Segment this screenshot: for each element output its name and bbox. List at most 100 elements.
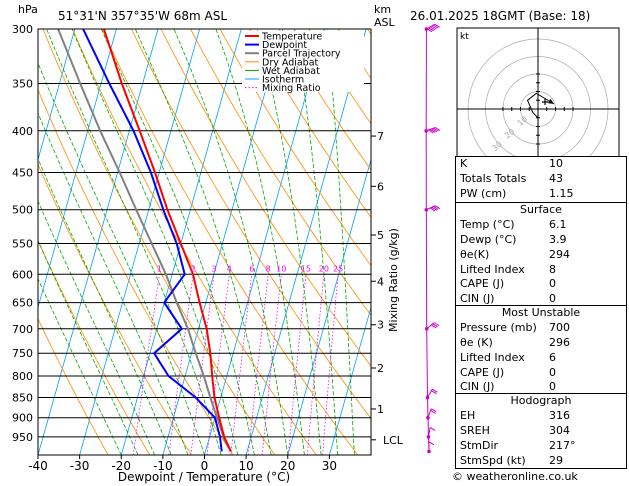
- param-value: 0: [549, 380, 556, 394]
- mixing-ratio-axis-label: Mixing Ratio (g/kg): [387, 228, 400, 332]
- param-value: 0: [549, 277, 556, 291]
- wind-barbs: [424, 23, 441, 454]
- param-label: Temp (°C): [460, 217, 515, 231]
- x-tick-label: -10: [153, 459, 173, 473]
- mixing-ratio-label: 10: [276, 264, 286, 273]
- wind-barb-flag: [434, 127, 441, 131]
- wind-barb-flag: [432, 388, 438, 393]
- param-row: CAPE (J) 0: [456, 277, 626, 292]
- km-tick-label: 3: [377, 319, 384, 332]
- param-row: PW (cm) 1.15: [456, 187, 626, 202]
- legend-box: [242, 31, 364, 92]
- indices-panel: K 10 Totals Totals 43 PW (cm) 1.15: [455, 156, 627, 203]
- mixing-ratio-label: 6: [249, 264, 254, 273]
- param-value: 0: [549, 365, 556, 379]
- param-row: Dewp (°C) 3.9: [456, 233, 626, 248]
- param-label: SREH: [460, 423, 490, 437]
- legend-entry: Temperature: [261, 32, 322, 43]
- mixing-ratio-label: 3: [211, 264, 216, 273]
- param-row: Pressure (mb) 700: [456, 321, 626, 336]
- wind-barb-flag: [428, 129, 434, 134]
- mixing-ratio-label: 1: [157, 264, 162, 273]
- km-tick-label: 1: [377, 403, 384, 416]
- wind-barb-shaft: [427, 427, 431, 437]
- dry-adiabat-line: [38, 317, 109, 455]
- wind-point: [426, 415, 430, 420]
- dry-adiabat-line: [190, 29, 371, 316]
- param-row: Totals Totals 43: [456, 172, 626, 187]
- wind-barb-shaft: [427, 388, 433, 398]
- wind-barb-flag: [431, 206, 437, 211]
- mixing-ratio-line: [322, 274, 339, 455]
- param-value: 294: [549, 247, 570, 261]
- param-row: Temp (°C) 6.1: [456, 218, 626, 233]
- pressure-ticks: 300 350 400 450 500 550 600 650 700 750 800 850 900 9…: [12, 23, 33, 444]
- wind-barb-flag: [433, 322, 440, 327]
- wind-barb-flag: [433, 127, 439, 132]
- param-value: 296: [549, 335, 570, 349]
- pressure-tick-label: 700: [12, 323, 33, 336]
- param-label: K: [460, 157, 468, 170]
- mixing-ratio-labels: 1 2 3 4 6 8 10 15 20 25: [157, 264, 343, 273]
- x-tick-label: -40: [28, 459, 48, 473]
- wind-barb-shaft: [427, 408, 432, 418]
- param-row: CIN (J) 0: [456, 292, 626, 307]
- param-label: CAPE (J): [460, 277, 505, 291]
- param-row: StmSpd (kt) 29: [456, 454, 626, 469]
- wind-barb-flag: [428, 441, 435, 446]
- wind-barb-flag: [432, 323, 438, 328]
- km-ticks: 1 2 3 4 5 6 7 LCL: [371, 130, 404, 447]
- param-row: SREH 304: [456, 424, 626, 439]
- wind-barb-flag: [431, 128, 438, 133]
- param-label: Lifted Index: [460, 350, 525, 364]
- param-row: EH 316: [456, 409, 626, 424]
- pressure-tick-label: 650: [12, 297, 33, 310]
- wind-barb-flag: [434, 205, 441, 210]
- param-row: Lifted Index 6: [456, 351, 626, 366]
- wind-barb-flag: [432, 24, 439, 29]
- param-label: CAPE (J): [460, 365, 505, 379]
- param-value: 10: [549, 157, 563, 170]
- param-label: CIN (J): [460, 380, 495, 394]
- isotherm-line: [38, 29, 76, 162]
- surface-title: Surface: [520, 203, 562, 216]
- km-tick-label: 2: [377, 362, 384, 375]
- km-label: km: [374, 3, 391, 16]
- x-tick-label: 0: [201, 459, 209, 473]
- km-tick-label: 4: [377, 275, 384, 288]
- pressure-tick-label: 450: [12, 166, 33, 179]
- mixing-ratio-line: [206, 274, 230, 455]
- x-axis-ticks: -40 -30 -20 -10 0 10 20 30: [28, 455, 337, 473]
- legend-entry: Wet Adiabat: [262, 66, 320, 77]
- x-tick-label: -20: [111, 459, 131, 473]
- mixing-ratio-label: 8: [266, 264, 271, 273]
- mixing-ratio-line: [247, 274, 269, 455]
- pressure-tick-label: 800: [12, 370, 33, 383]
- hpa-label: hPa: [18, 3, 38, 16]
- x-tick-label: 10: [238, 459, 253, 473]
- param-label: θe (K): [460, 335, 493, 349]
- legend-entry: Dry Adiabat: [262, 57, 319, 68]
- wind-barb-flag: [430, 409, 436, 414]
- storm-motion-marker: [542, 99, 548, 105]
- background-lines: [38, 29, 371, 455]
- param-row: K 10: [456, 157, 626, 172]
- location-title: 51°31'N 357°35'W 68m ASL: [58, 9, 227, 23]
- mixing-ratio-line: [190, 274, 215, 455]
- param-value: 29: [549, 453, 563, 467]
- param-value: 6.1: [549, 217, 567, 231]
- x-tick-label: 30: [322, 459, 337, 473]
- isotherm-line: [204, 29, 325, 455]
- wind-barb-flag: [426, 28, 433, 33]
- legend-entry: Parcel Trajectory: [262, 49, 341, 60]
- param-value: 217°: [549, 438, 576, 452]
- param-value: 3.9: [549, 232, 567, 246]
- hodograph-params-title: Hodograph: [510, 394, 572, 407]
- pressure-tick-label: 500: [12, 204, 33, 217]
- x-tick-label: 20: [280, 459, 295, 473]
- param-row: CAPE (J) 0: [456, 366, 626, 381]
- wind-barb-flag: [429, 128, 436, 133]
- legend-entry: Mixing Ratio: [262, 83, 321, 94]
- mixing-ratio-label: 20: [319, 264, 329, 273]
